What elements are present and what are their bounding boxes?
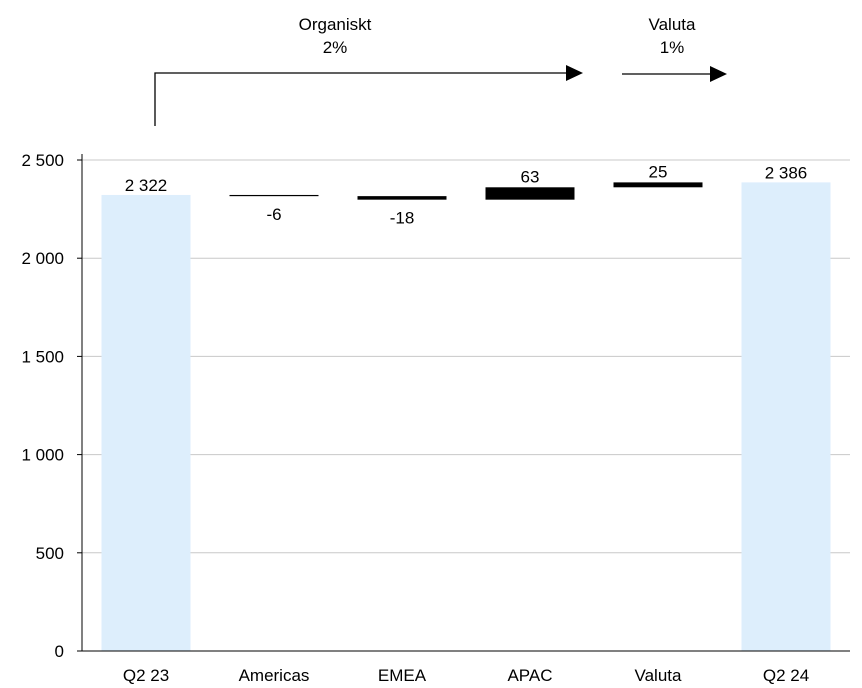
y-tick-label: 2 500 bbox=[21, 151, 64, 170]
value-label: 2 386 bbox=[765, 163, 808, 182]
value-label: 2 322 bbox=[125, 176, 168, 195]
value-labels: 2 322 -6 -18 63 25 2 386 bbox=[125, 162, 808, 227]
organic-arrowhead-icon bbox=[566, 65, 583, 81]
bars bbox=[101, 182, 831, 652]
x-tick-label: EMEA bbox=[378, 666, 427, 685]
fx-annotation-line1: Valuta bbox=[649, 15, 696, 34]
x-tick-label: Q2 23 bbox=[123, 666, 169, 685]
value-label: 63 bbox=[521, 167, 540, 186]
total-bar bbox=[101, 194, 191, 651]
delta-bar bbox=[485, 187, 575, 200]
y-tick-label: 2 000 bbox=[21, 249, 64, 268]
total-bar bbox=[741, 182, 831, 652]
y-tick-label: 1 000 bbox=[21, 446, 64, 465]
value-label: -6 bbox=[266, 205, 281, 224]
gridlines bbox=[82, 159, 850, 554]
axes: 0 500 1 000 1 500 2 000 2 500 Q2 23 Americas EME… bbox=[21, 151, 850, 685]
delta-bar bbox=[613, 182, 703, 188]
fx-annotation-line2: 1% bbox=[660, 38, 685, 57]
y-tick-label: 1 500 bbox=[21, 347, 64, 366]
x-tick-label: Valuta bbox=[635, 666, 682, 685]
value-label: 25 bbox=[649, 162, 668, 181]
delta-bar bbox=[229, 194, 319, 197]
x-tick-label: APAC bbox=[507, 666, 552, 685]
delta-bar bbox=[357, 196, 447, 200]
organic-annotation-line1: Organiskt bbox=[299, 15, 372, 34]
fx-arrowhead-icon bbox=[710, 66, 727, 82]
value-label: -18 bbox=[390, 209, 415, 228]
x-tick-label: Americas bbox=[239, 666, 310, 685]
x-tick-label: Q2 24 bbox=[763, 666, 809, 685]
organic-annotation-line2: 2% bbox=[323, 38, 348, 57]
organic-growth-arrow bbox=[154, 72, 566, 126]
growth-annotations: Organiskt 2% Valuta 1% bbox=[154, 15, 727, 126]
y-tick-label: 500 bbox=[36, 544, 64, 563]
y-tick-label: 0 bbox=[55, 642, 64, 661]
